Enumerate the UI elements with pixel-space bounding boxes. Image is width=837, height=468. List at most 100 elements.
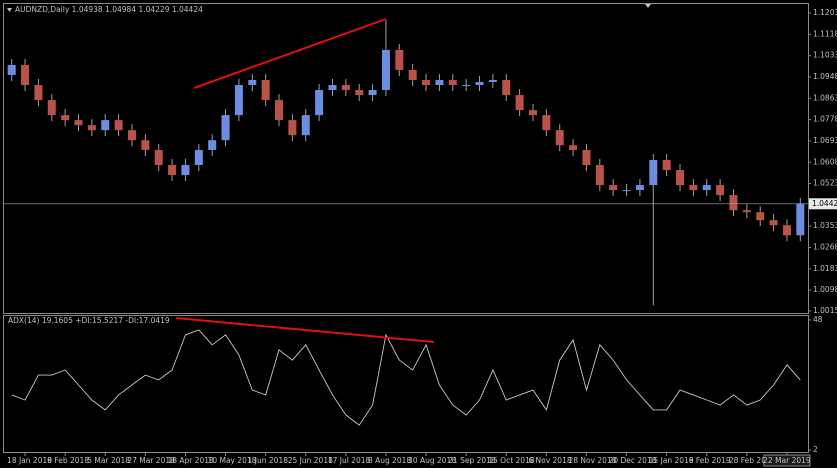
candle-body bbox=[662, 160, 671, 171]
candle-body bbox=[542, 115, 551, 131]
candle-body bbox=[74, 120, 83, 126]
candle-body bbox=[261, 79, 270, 101]
candle-body bbox=[221, 115, 230, 141]
candle-body bbox=[408, 69, 417, 80]
candle-body bbox=[368, 90, 377, 96]
x-tick-label: 28 Nov 2018 bbox=[568, 456, 616, 465]
candle-body bbox=[595, 165, 604, 186]
menu-arrow[interactable] bbox=[7, 8, 12, 12]
x-tick-label: 6 Nov 2018 bbox=[528, 456, 571, 465]
y-tick-label: 1.00980 bbox=[813, 285, 837, 294]
candle-body bbox=[34, 85, 43, 101]
x-tick-label: 9 Feb 2018 bbox=[47, 456, 89, 465]
candle-body bbox=[7, 64, 16, 75]
candle-body bbox=[702, 185, 711, 191]
candle-body bbox=[168, 165, 177, 176]
x-tick-label: 5 Mar 2018 bbox=[87, 456, 130, 465]
candle-body bbox=[208, 140, 217, 150]
candle-body bbox=[328, 85, 337, 91]
adx-panel bbox=[3, 315, 809, 453]
x-tick-label: 28 Feb 2019 bbox=[729, 456, 776, 465]
candle-body bbox=[101, 120, 110, 131]
candle-body bbox=[248, 79, 257, 86]
y-tick-label: 1.02680 bbox=[813, 243, 837, 252]
x-tick-label: 18 Apr 2018 bbox=[167, 456, 214, 465]
x-tick-label: 8 Aug 2018 bbox=[368, 456, 411, 465]
candle-body bbox=[315, 90, 324, 116]
x-tick-label: 20 Dec 2018 bbox=[609, 456, 657, 465]
candle-body bbox=[341, 85, 350, 91]
candle-body bbox=[649, 160, 658, 186]
x-tick-label: 1 Jun 2018 bbox=[248, 456, 289, 465]
y-tick-label: 2 bbox=[813, 445, 818, 454]
y-tick-label: 1.08630 bbox=[813, 93, 837, 102]
candle-body bbox=[448, 79, 457, 86]
x-tick-box bbox=[763, 454, 811, 467]
candle-body bbox=[234, 85, 243, 116]
y-tick-label: 1.10330 bbox=[813, 51, 837, 60]
candle-body bbox=[689, 185, 698, 191]
trend-line bbox=[193, 18, 387, 89]
y-tick-label: 1.03530 bbox=[813, 221, 837, 230]
candle-body bbox=[769, 220, 778, 226]
candle-body bbox=[716, 185, 725, 196]
trend-line bbox=[175, 317, 435, 343]
candle-body bbox=[422, 79, 431, 86]
adx-line bbox=[11, 329, 801, 426]
candle-body bbox=[355, 90, 364, 96]
candle-body bbox=[622, 190, 631, 192]
y-tick-label: 48 bbox=[813, 315, 823, 324]
candle-body bbox=[395, 49, 404, 70]
candle-body bbox=[609, 185, 618, 191]
candle-body bbox=[381, 49, 390, 91]
candle-body bbox=[181, 165, 190, 176]
x-tick-label: 27 Mar 2018 bbox=[127, 456, 175, 465]
candle-body bbox=[515, 95, 524, 111]
y-tick-label: 1.07780 bbox=[813, 115, 837, 124]
candle-body bbox=[555, 130, 564, 146]
candle-body bbox=[729, 195, 738, 211]
candle-body bbox=[194, 149, 203, 166]
candle-body bbox=[676, 170, 685, 186]
candle-body bbox=[435, 79, 444, 86]
candle-body bbox=[141, 140, 150, 150]
y-tick-label: 1.00155 bbox=[813, 306, 837, 315]
x-tick-label: 15 Jan 2019 bbox=[649, 456, 694, 465]
candle-body bbox=[275, 100, 284, 121]
shift-marker bbox=[645, 4, 651, 8]
candle-body bbox=[796, 203, 805, 236]
y-tick-label: 1.06080 bbox=[813, 157, 837, 166]
x-tick-label: 25 Jun 2018 bbox=[288, 456, 333, 465]
x-tick-label: 10 May 2018 bbox=[208, 456, 257, 465]
x-tick-label: 15 Oct 2018 bbox=[488, 456, 535, 465]
candle-body bbox=[502, 79, 511, 96]
candle-body bbox=[569, 145, 578, 150]
price-panel bbox=[3, 3, 809, 314]
x-tick-label: 30 Aug 2018 bbox=[408, 456, 456, 465]
last-price-label: 1.04424 bbox=[812, 199, 837, 208]
candle-body bbox=[114, 120, 123, 131]
x-tick-label: 22 Mar 2019 bbox=[763, 456, 811, 465]
x-tick-label: 18 Jan 2018 bbox=[7, 456, 52, 465]
y-tick-label: 1.09480 bbox=[813, 72, 837, 81]
candle-body bbox=[756, 212, 765, 221]
candle-body bbox=[488, 79, 497, 83]
candle-body bbox=[742, 210, 751, 213]
candle-body bbox=[462, 85, 471, 87]
candle-body bbox=[528, 110, 537, 116]
candle-body bbox=[582, 149, 591, 166]
candle-body bbox=[154, 149, 163, 166]
candle-body bbox=[21, 64, 30, 86]
y-tick-label: 1.11180 bbox=[813, 29, 837, 38]
candle-body bbox=[475, 82, 484, 86]
y-tick-label: 1.06930 bbox=[813, 136, 837, 145]
chart-title: AUDNZD,Daily 1.04938 1.04984 1.04229 1.0… bbox=[15, 5, 203, 14]
indicator-title: ADX(14) 19.1605 +DI:15.5217 -DI:17.0419 bbox=[8, 316, 170, 325]
last-price-box bbox=[809, 198, 837, 210]
candle-body bbox=[61, 115, 70, 121]
x-tick-label: 21 Sep 2018 bbox=[448, 456, 496, 465]
y-tick-label: 1.12030 bbox=[813, 8, 837, 17]
candle-body bbox=[47, 100, 56, 116]
